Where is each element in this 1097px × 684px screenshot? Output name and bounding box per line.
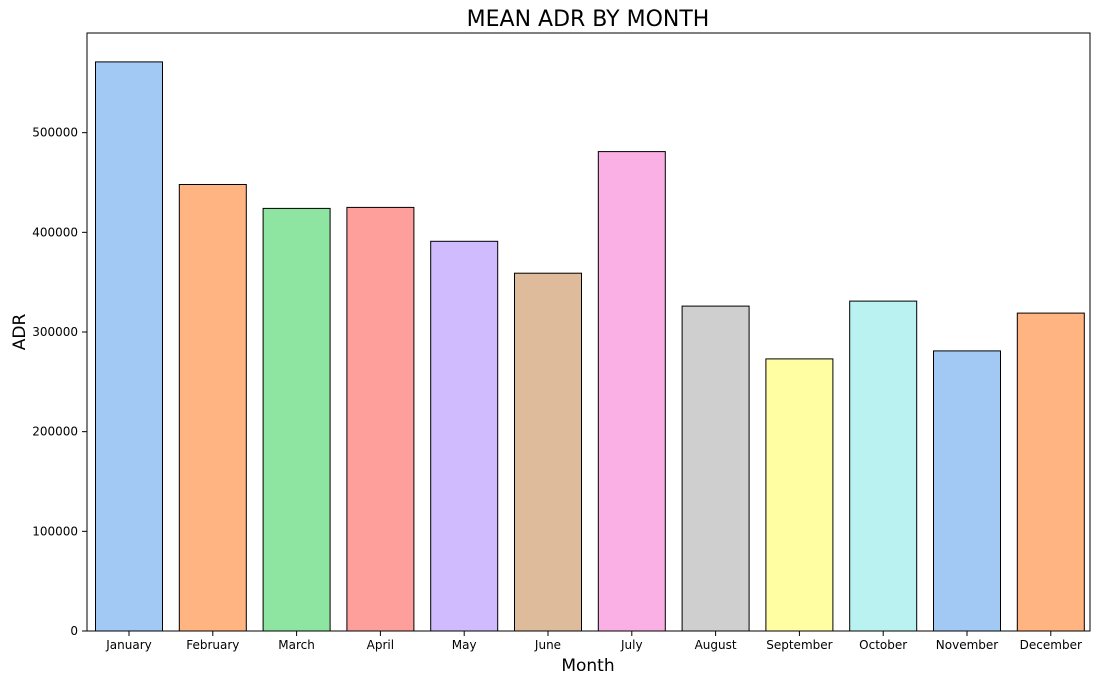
y-tick-label: 400000 xyxy=(32,225,78,239)
y-tick-label: 100000 xyxy=(32,524,78,538)
bar-october xyxy=(849,300,918,632)
x-tick-label: January xyxy=(105,638,152,652)
plot-area xyxy=(95,61,1085,632)
bar-december xyxy=(1016,312,1085,632)
bar-may xyxy=(430,240,499,632)
x-axis: January February March April May June July Augu… xyxy=(105,631,1082,652)
y-axis-label: ADR xyxy=(10,314,30,351)
bar-november xyxy=(933,350,1001,632)
x-tick-label: August xyxy=(695,638,737,652)
bar-august xyxy=(681,305,750,632)
x-axis-label: Month xyxy=(561,656,614,676)
bar-january xyxy=(95,61,163,632)
x-tick-label: April xyxy=(367,638,394,652)
x-tick-label: May xyxy=(452,638,477,652)
bar-june xyxy=(514,272,582,632)
bar-july xyxy=(597,151,666,632)
x-tick-label: July xyxy=(620,638,643,652)
x-tick-label: September xyxy=(766,638,832,652)
bar-february xyxy=(178,184,247,632)
bar-april xyxy=(346,206,415,632)
x-tick-label: March xyxy=(278,638,315,652)
bar-september xyxy=(765,358,834,632)
y-tick-label: 0 xyxy=(70,624,78,638)
chart-title: MEAN ADR BY MONTH xyxy=(467,7,710,32)
y-tick-label: 200000 xyxy=(32,425,78,439)
x-tick-label: June xyxy=(534,638,561,652)
x-tick-label: November xyxy=(936,638,998,652)
y-tick-label: 500000 xyxy=(32,126,78,140)
x-tick-label: December xyxy=(1020,638,1082,652)
y-tick-label: 300000 xyxy=(32,325,78,339)
y-axis: 0 100000 200000 300000 400000 500000 xyxy=(32,126,87,638)
x-tick-label: October xyxy=(859,638,907,652)
bar-march xyxy=(262,207,331,632)
x-tick-label: February xyxy=(186,638,239,652)
